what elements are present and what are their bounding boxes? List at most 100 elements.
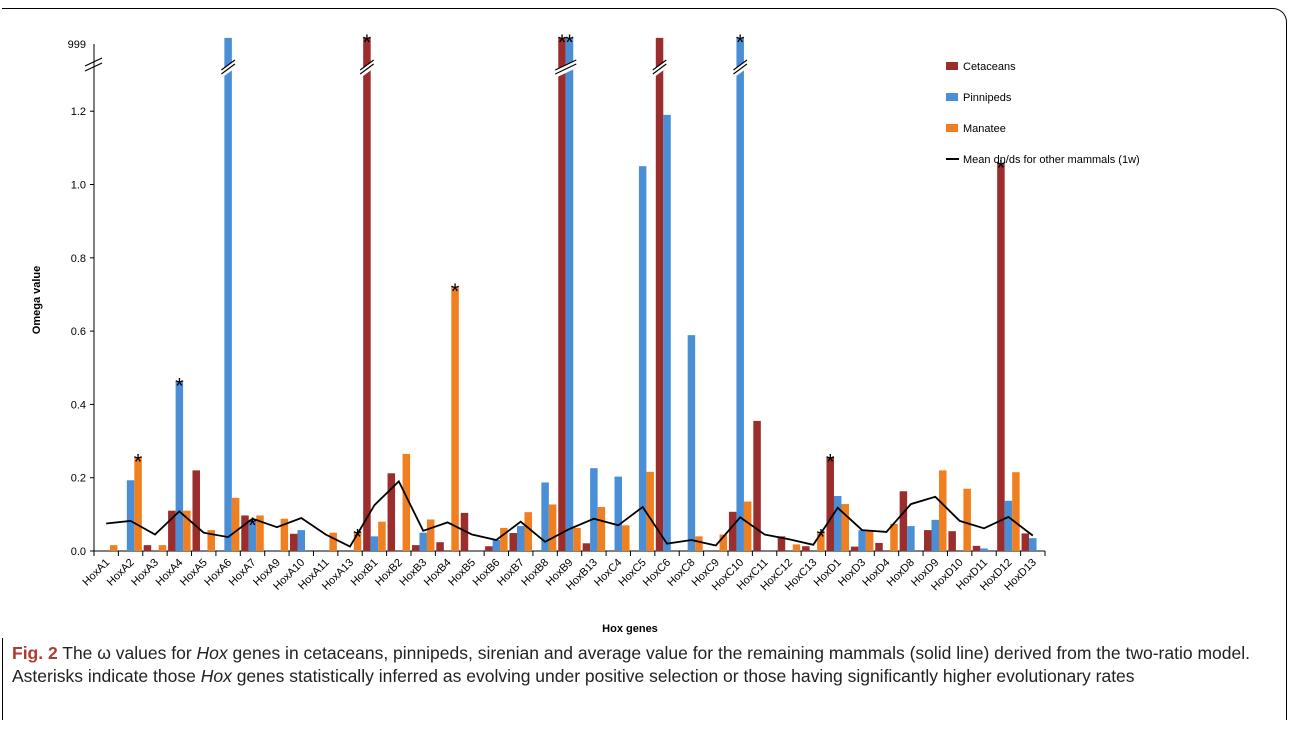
significance-asterisk: *: [997, 156, 1006, 181]
y-tick-label: 1.0: [71, 180, 86, 192]
legend: Cetaceans Pinnipeds Manatee Mean dn/ds for …: [946, 61, 1140, 166]
bar-pinnipeds-hoxd12: [1004, 500, 1013, 551]
bar-pinnipeds-hoxc4: [614, 476, 623, 551]
caption-italic-1: Hox: [196, 643, 228, 663]
bar-pinnipeds-hoxb8: [541, 482, 549, 551]
bar-cetaceans-hoxd13: [1021, 533, 1030, 551]
x-tick-labels: HoxA1HoxA2HoxA3HoxA4HoxA5HoxA6HoxA7HoxA9…: [80, 557, 1038, 594]
legend-label-cetaceans: Cetaceans: [963, 61, 1016, 73]
bar-break-mark: [359, 59, 375, 75]
significance-asterisk: *: [353, 525, 362, 550]
significance-asterisk: *: [248, 513, 257, 538]
bar-pinnipeds-hoxc8: [687, 335, 696, 551]
significance-asterisk: *: [817, 525, 826, 550]
significance-asterisk: *: [363, 30, 372, 55]
bar-cetaceans-hoxc13: [802, 546, 810, 551]
bar-cetaceans-hoxa3: [143, 545, 152, 551]
bar-cetaceans-hoxd3: [850, 546, 859, 551]
bar-manatee-hoxa7: [256, 515, 264, 551]
bar-manatee-hoxa4: [183, 510, 191, 551]
bar-manatee-hoxb8: [548, 504, 557, 551]
caption-rule: [2, 638, 3, 720]
significance-asterisk: *: [736, 30, 745, 55]
bar-manatee-hoxb3: [426, 519, 435, 551]
bar-pinnipeds-hoxc5: [638, 166, 647, 552]
bar-manatee-hoxd10: [963, 488, 971, 551]
caption-text-1: The ω values for: [57, 643, 197, 663]
bar-manatee-hoxc8: [695, 536, 703, 551]
bar-manatee-hoxd12: [1012, 472, 1020, 551]
bar-manatee-hoxd3: [865, 530, 874, 551]
legend-swatch-cetaceans: [946, 62, 958, 70]
bar-cetaceans-hoxb5: [460, 512, 469, 551]
bar-manatee-hoxa11: [329, 532, 337, 551]
axes: 0.0 0.2 0.4 0.6 0.8 1.0 1.2 999: [68, 39, 1046, 558]
bar-pinnipeds-hoxa4: [175, 381, 184, 551]
bar-cetaceans-hoxa7: [241, 515, 249, 551]
bar-manatee-hoxa2: [134, 457, 142, 551]
legend-swatch-manatee: [946, 124, 958, 132]
bar-cetaceans-hoxd9: [924, 530, 932, 551]
mean-line-layer: [106, 479, 1034, 548]
bar-cetaceans-hoxc12: [777, 536, 786, 551]
bar-manatee-hoxa3: [158, 545, 167, 551]
bar-break-gap: [554, 60, 578, 78]
bar-pinnipeds-hoxa10: [297, 530, 306, 551]
bar-manatee-hoxd1: [841, 504, 849, 551]
bar-cetaceans-hoxc6: [655, 37, 664, 551]
y-tick-label: 0.8: [71, 253, 86, 265]
significance-asterisk: *: [134, 450, 143, 475]
bar-manatee-hoxd4: [890, 523, 898, 551]
bar-cetaceans-hoxd4: [875, 542, 883, 551]
bar-manatee-hoxc12: [792, 544, 801, 551]
bar-cetaceans-hoxa4: [168, 510, 176, 551]
significance-asterisk: *: [565, 30, 574, 55]
bar-cetaceans-hoxb1: [363, 37, 371, 551]
bar-pinnipeds-hoxd8: [907, 526, 915, 551]
y-axis-title: Omega value: [31, 266, 43, 334]
bar-break-gap: [359, 60, 375, 78]
caption-figure-label: Fig. 2: [12, 643, 58, 663]
bar-pinnipeds-hoxa2: [126, 480, 135, 551]
bar-cetaceans-hoxd10: [948, 531, 956, 551]
significance-asterisk: *: [826, 450, 835, 475]
legend-label-manatee: Manatee: [963, 123, 1006, 135]
y-tick-label: 0.6: [71, 326, 86, 338]
bar-manatee-hoxb4: [451, 287, 459, 551]
caption-italic-2: Hox: [200, 666, 232, 686]
bar-cetaceans-hoxb6: [485, 546, 493, 551]
bar-break-mark: [652, 59, 667, 75]
bar-manatee-hoxb1: [378, 521, 386, 551]
bar-manatee-hoxb9: [573, 527, 581, 551]
mean-dnds-line: [106, 479, 1034, 548]
bar-cetaceans-hoxb13: [582, 543, 591, 551]
bar-cetaceans-hoxa10: [290, 533, 298, 551]
bar-pinnipeds-hoxb13: [590, 468, 598, 551]
bar-break-mark: [733, 59, 748, 75]
annotations: *** ***** ****: [134, 30, 1006, 550]
bar-cetaceans-hoxc10: [728, 511, 737, 551]
bar-cetaceans-hoxd8: [899, 491, 908, 551]
bar-cetaceans-hoxc11: [753, 420, 761, 551]
bar-manatee-hoxa9: [280, 518, 289, 551]
bar-cetaceans-hoxa5: [192, 470, 200, 551]
bar-break-gap: [732, 60, 748, 78]
bar-pinnipeds-hoxd1: [833, 496, 842, 551]
y-tick-label: 1.2: [71, 106, 86, 118]
significance-asterisk: *: [451, 279, 460, 304]
bar-manatee-hoxb2: [402, 453, 411, 551]
bar-pinnipeds-hoxd11: [980, 548, 988, 551]
bar-pinnipeds-hoxb9: [565, 37, 574, 551]
legend-swatch-pinnipeds: [946, 93, 958, 101]
figure-caption: Fig. 2 The ω values for Hox genes in cet…: [12, 642, 1277, 688]
bar-break-gap: [220, 60, 236, 78]
bar-pinnipeds-hoxd3: [858, 530, 866, 551]
bar-manatee-hoxb7: [524, 512, 532, 551]
bar-break-mark: [221, 59, 236, 75]
bar-manatee-hoxc5: [646, 471, 654, 551]
legend-label-mean-line: Mean dn/ds for other mammals (1w): [963, 154, 1140, 166]
bar-pinnipeds-hoxd13: [1029, 538, 1037, 551]
bar-manatee-hoxc4: [622, 525, 630, 551]
bar-manatee-hoxc10: [743, 501, 752, 551]
